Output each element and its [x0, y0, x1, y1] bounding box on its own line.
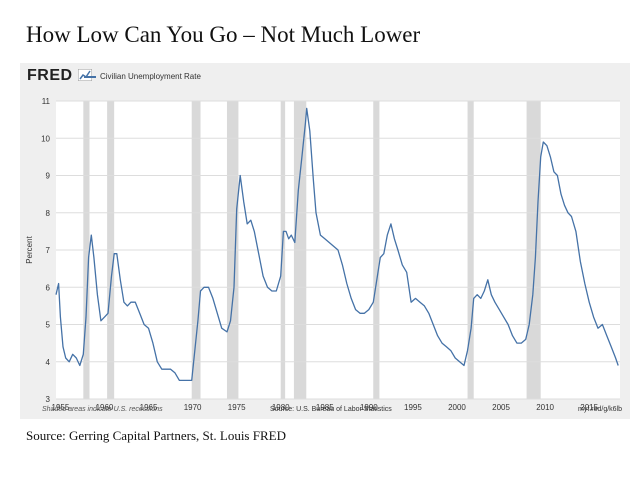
- y-tick-label: 3: [46, 395, 51, 404]
- x-tick-label: 1970: [184, 403, 202, 412]
- x-tick-label: 1980: [272, 403, 290, 412]
- y-tick-label: 9: [46, 172, 51, 181]
- series-line: [55, 107, 619, 382]
- recession-note: Shaded areas indicate U.S. recessions: [42, 406, 163, 413]
- y-tick-label: 10: [41, 134, 50, 143]
- fred-logo-text: FRED: [27, 67, 73, 84]
- x-axis-ticks: 1955 1960 1965 1970 1975 1980 1985 1990 1995 2000…: [52, 403, 599, 412]
- series: [55, 107, 619, 382]
- y-tick-label: 6: [46, 283, 51, 292]
- y-tick-label: 7: [46, 246, 51, 255]
- gridlines: [56, 100, 620, 400]
- x-tick-label: 1965: [140, 403, 158, 412]
- x-tick-label: 1960: [96, 403, 114, 412]
- x-tick-label: 1995: [404, 403, 422, 412]
- fred-chart: FRED Civilian Unemployment Rate 3 4 5 6 7 8 9 1…: [20, 63, 630, 419]
- x-tick-label: 1955: [52, 403, 70, 412]
- x-tick-label: 1990: [360, 403, 378, 412]
- y-tick-label: 11: [42, 97, 51, 106]
- chart-legend: Civilian Unemployment Rate: [84, 72, 201, 81]
- x-tick-label: 1975: [228, 403, 246, 412]
- x-tick-label: 2015: [580, 403, 598, 412]
- fred-url-link[interactable]: myf.red/g/k6lb: [578, 406, 622, 413]
- x-tick-label: 2005: [492, 403, 510, 412]
- x-tick-label: 1985: [316, 403, 334, 412]
- y-axis-label: Percent: [25, 235, 34, 263]
- legend-label: Civilian Unemployment Rate: [100, 72, 201, 81]
- legend-swatch: [84, 75, 96, 78]
- plot-area: 3 4 5 6 7 8 9 10 11 1955 1960 1965 1970 1975 1980 1985…: [25, 97, 620, 412]
- y-tick-label: 8: [46, 209, 51, 218]
- slide-title: How Low Can You Go – Not Much Lower: [26, 22, 421, 47]
- y-tick-label: 5: [46, 321, 51, 330]
- slide-source: Source: Gerring Capital Partners, St. Lo…: [26, 428, 286, 443]
- y-axis-ticks: 3 4 5 6 7 8 9 10 11: [41, 97, 50, 404]
- x-tick-label: 2010: [536, 403, 554, 412]
- y-tick-label: 4: [46, 358, 51, 367]
- x-tick-label: 2000: [448, 403, 466, 412]
- data-source: Source: U.S. Bureau of Labor Statistics: [270, 406, 392, 413]
